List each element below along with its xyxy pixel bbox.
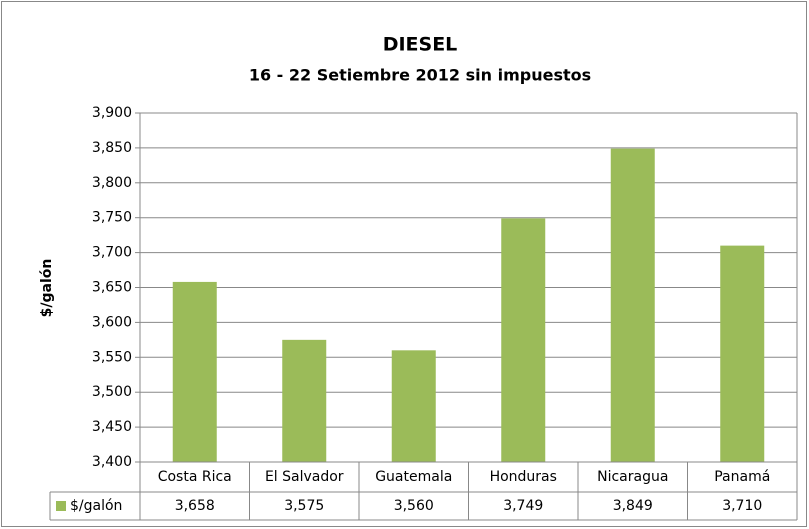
y-tick-label: 3,650	[92, 280, 132, 296]
y-tick-label: 3,400	[92, 454, 132, 470]
y-tick-label: 3,900	[92, 105, 132, 121]
y-axis-label: $/galón	[39, 259, 55, 318]
x-tick-label: Costa Rica	[158, 469, 232, 485]
table-value: 3,710	[722, 498, 762, 514]
table-value: 3,749	[503, 498, 543, 514]
table-value: 3,849	[613, 498, 653, 514]
y-tick-label: 3,700	[92, 245, 132, 261]
table-value: 3,658	[175, 498, 215, 514]
x-tick-label: Panamá	[714, 469, 770, 485]
legend-label: $/galón	[70, 498, 122, 514]
x-tick-label: Guatemala	[375, 469, 452, 485]
table-value: 3,560	[394, 498, 434, 514]
chart-title: DIESEL	[383, 34, 458, 56]
chart-subtitle: 16 - 22 Setiembre 2012 sin impuestos	[249, 66, 591, 85]
y-tick-label: 3,750	[92, 210, 132, 226]
y-tick-label: 3,850	[92, 140, 132, 156]
y-tick-label: 3,800	[92, 175, 132, 191]
y-tick-label: 3,450	[92, 419, 132, 435]
y-tick-label: 3,600	[92, 314, 132, 330]
y-tick-label: 3,500	[92, 384, 132, 400]
legend-swatch	[56, 501, 66, 511]
x-tick-label: Honduras	[490, 469, 557, 485]
bar	[391, 350, 436, 462]
table-value: 3,575	[284, 498, 324, 514]
x-tick-label: Nicaragua	[597, 469, 668, 485]
bar	[282, 339, 327, 462]
bar	[610, 148, 655, 462]
bar	[720, 245, 765, 462]
bar	[172, 281, 217, 462]
bar	[501, 218, 546, 462]
x-tick-label: El Salvador	[265, 469, 344, 485]
y-tick-label: 3,550	[92, 349, 132, 365]
